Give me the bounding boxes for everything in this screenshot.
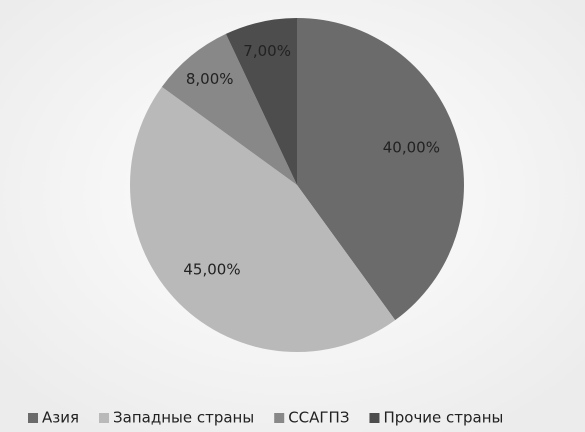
legend-label: Прочие страны: [383, 409, 503, 427]
legend-swatch: [274, 413, 285, 423]
legend-label: Азия: [42, 409, 79, 427]
pie-slice: [161, 33, 297, 185]
data-label: 45,00%: [183, 261, 240, 279]
pie-slice: [297, 18, 464, 321]
legend-swatch: [369, 413, 380, 423]
data-label: 40,00%: [383, 138, 440, 156]
pie-slice: [130, 86, 396, 352]
legend-swatch: [28, 413, 38, 423]
data-label: 7,00%: [243, 42, 291, 60]
pie-slice: [225, 18, 297, 185]
legend-swatch: [99, 413, 110, 423]
legend-label: ССАГПЗ: [288, 409, 349, 427]
data-label: 8,00%: [186, 70, 234, 88]
legend-label: Западные страны: [113, 409, 254, 427]
